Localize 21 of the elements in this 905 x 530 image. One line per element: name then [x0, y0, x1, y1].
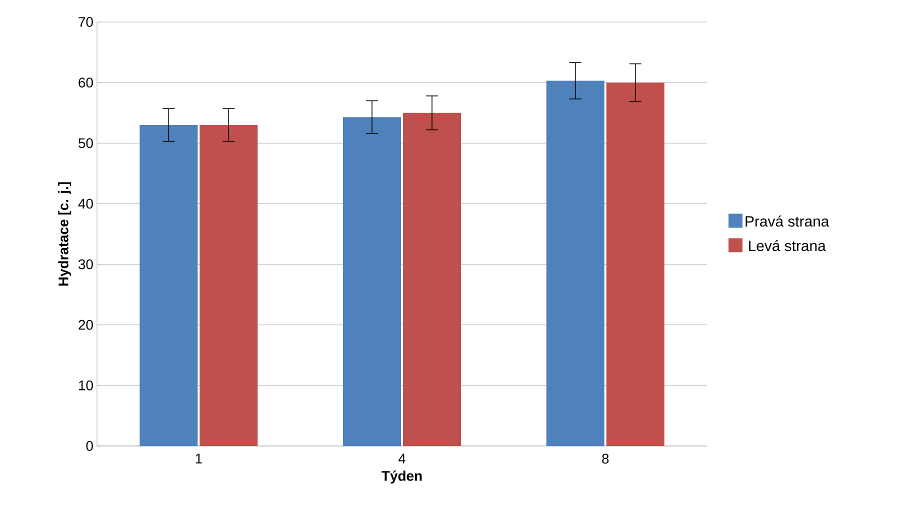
- bar: [343, 117, 402, 446]
- x-tick-label: 8: [602, 454, 609, 464]
- x-tick-label: 4: [398, 454, 406, 464]
- bar: [140, 124, 198, 446]
- bar: [200, 124, 258, 446]
- y-tick-label: 10: [79, 380, 93, 390]
- y-tick-label: 70: [78, 17, 93, 27]
- y-tick-label: 30: [78, 259, 93, 270]
- legend-label: Levá strana: [749, 240, 826, 252]
- y-tick-label: 0: [86, 441, 93, 451]
- bar: [403, 112, 461, 446]
- x-tick-label: 1: [196, 454, 202, 464]
- y-axis-title: Hydratace [c. j.]: [58, 182, 72, 286]
- y-tick-label: 40: [78, 198, 93, 209]
- bar: [606, 82, 664, 446]
- x-axis-title: Týden: [382, 470, 422, 484]
- y-tick-label: 50: [78, 138, 93, 148]
- legend-label: Pravá strana: [746, 216, 830, 227]
- bar: [546, 80, 604, 446]
- y-tick-label: 60: [78, 78, 93, 88]
- y-tick-label: 20: [78, 320, 93, 330]
